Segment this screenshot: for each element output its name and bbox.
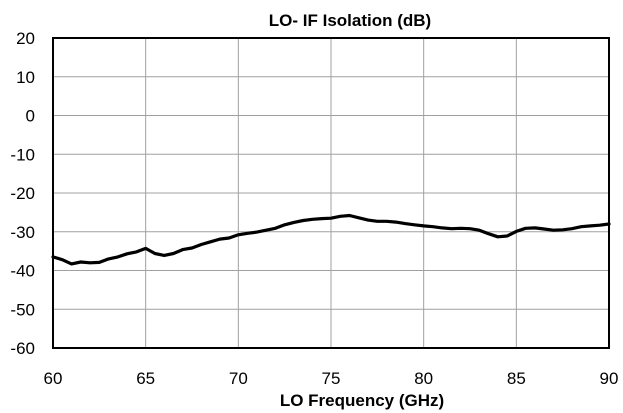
series-layer bbox=[51, 213, 611, 266]
plot-frame bbox=[52, 37, 610, 349]
y-tick-label: -20 bbox=[10, 184, 35, 203]
y-tick-label: -30 bbox=[10, 223, 35, 242]
x-tick-label: 60 bbox=[44, 369, 63, 388]
y-tick-label: 10 bbox=[16, 68, 35, 87]
x-tick-label: 90 bbox=[600, 369, 619, 388]
x-axis-tick-labels: 60 65 70 75 80 85 90 bbox=[44, 369, 619, 388]
y-tick-label: 20 bbox=[16, 29, 35, 48]
x-axis-label: LO Frequency (GHz) bbox=[280, 391, 444, 410]
y-tick-label: -50 bbox=[10, 300, 35, 319]
x-tick-label: 65 bbox=[136, 369, 155, 388]
chart-title: LO- IF Isolation (dB) bbox=[269, 11, 431, 30]
x-tick-label: 80 bbox=[414, 369, 433, 388]
y-tick-label: -40 bbox=[10, 262, 35, 281]
series-line bbox=[51, 213, 611, 266]
y-tick-label: -60 bbox=[10, 339, 35, 358]
x-tick-label: 75 bbox=[322, 369, 341, 388]
grid-layer bbox=[52, 37, 610, 349]
x-tick-label: 85 bbox=[507, 369, 526, 388]
y-axis-tick-labels: 20 10 0 -10 -20 -30 -40 -50 -60 bbox=[10, 29, 35, 358]
x-tick-label: 70 bbox=[229, 369, 248, 388]
y-tick-label: -10 bbox=[10, 145, 35, 164]
y-tick-label: 0 bbox=[26, 107, 35, 126]
